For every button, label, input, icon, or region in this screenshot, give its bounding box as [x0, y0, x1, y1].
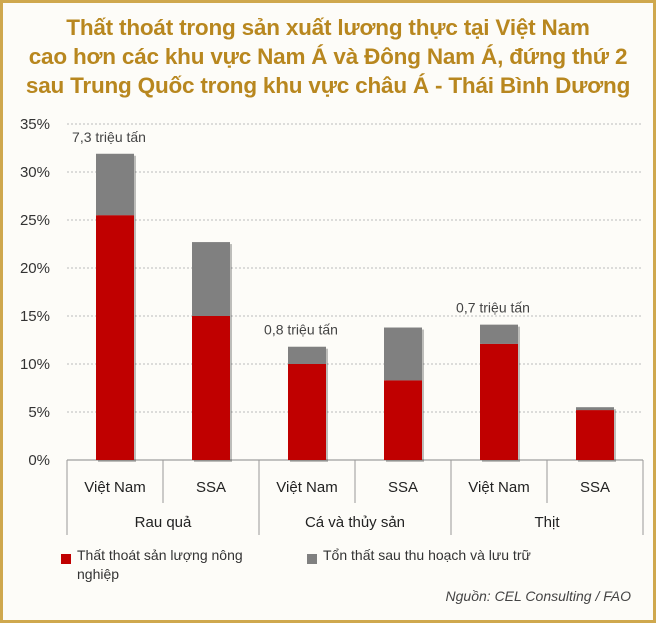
y-tick-label: 25%	[20, 212, 50, 229]
bar-production-loss	[192, 316, 230, 460]
x-category-label: SSA	[196, 479, 226, 496]
bar-production-loss	[480, 343, 518, 460]
bar-postharvest-loss	[96, 153, 134, 216]
bar-postharvest-loss	[576, 407, 614, 411]
x-category-label: Việt Nam	[276, 479, 337, 496]
title-line-3: sau Trung Quốc trong khu vực châu Á - Th…	[25, 73, 631, 98]
y-tick-label: 0%	[28, 452, 50, 469]
bar-production-loss	[384, 380, 422, 460]
bar-postharvest-loss	[288, 346, 326, 364]
chart-title: Thất thoát trong sản xuất lương thực tại…	[3, 13, 653, 100]
bar-postharvest-loss	[192, 242, 230, 316]
x-category-label: Việt Nam	[84, 479, 145, 496]
title-line-1: Thất thoát trong sản xuất lương thực tại…	[66, 15, 590, 40]
data-annotation: 0,7 triệu tấn	[456, 300, 530, 316]
y-tick-label: 30%	[20, 164, 50, 181]
bar-postharvest-loss	[480, 324, 518, 344]
bar-postharvest-loss	[384, 327, 422, 381]
x-group-label: Thịt	[534, 514, 560, 531]
x-group-label: Rau quả	[135, 514, 192, 531]
x-category-label: SSA	[388, 479, 418, 496]
bar-production-loss	[288, 364, 326, 460]
x-group-label: Cá và thủy sản	[305, 514, 405, 531]
bar-production-loss	[576, 410, 614, 460]
y-tick-label: 35%	[20, 116, 50, 133]
title-line-2: cao hơn các khu vực Nam Á và Đông Nam Á,…	[28, 44, 628, 69]
x-category-label: Việt Nam	[468, 479, 529, 496]
y-tick-label: 5%	[28, 404, 50, 421]
source-note: Nguồn: CEL Consulting / FAO	[445, 588, 631, 604]
chart-frame: Thất thoát trong sản xuất lương thực tại…	[3, 3, 653, 620]
bar-production-loss	[96, 215, 134, 460]
y-tick-label: 15%	[20, 308, 50, 325]
data-annotation: 7,3 triệu tấn	[72, 129, 146, 145]
stacked-bar-chart: 0% 5% 10% 15% 20% 25% 30% 35% Việt Nam SSA Việt Na…	[20, 116, 644, 535]
y-tick-label: 20%	[20, 260, 50, 277]
data-annotation: 0,8 triệu tấn	[264, 322, 338, 338]
x-category-label: SSA	[580, 479, 610, 496]
y-tick-label: 10%	[20, 356, 50, 373]
